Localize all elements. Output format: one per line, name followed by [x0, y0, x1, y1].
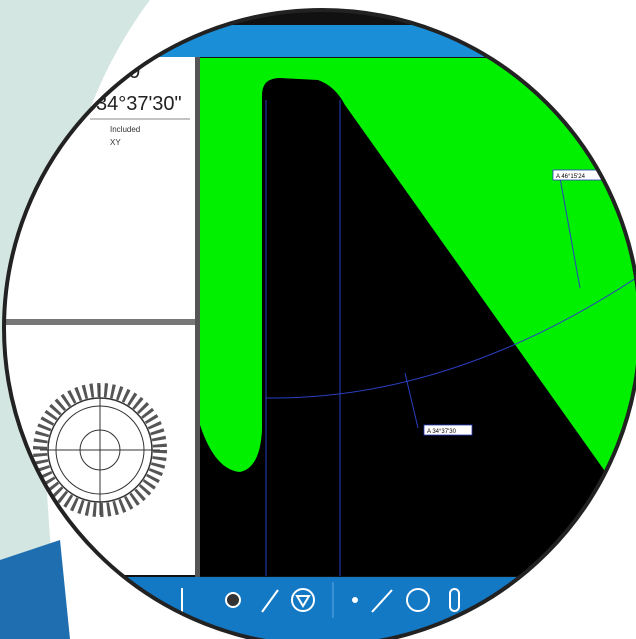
lens-edge	[2, 8, 636, 639]
background-screen-edge	[0, 540, 70, 639]
toolbar	[4, 577, 636, 639]
part-silhouette	[200, 78, 636, 576]
background-wall	[0, 0, 150, 639]
toolbar-icons	[181, 582, 460, 618]
panel-divider	[4, 319, 195, 325]
plane: XY	[110, 138, 121, 147]
view-border	[195, 57, 200, 577]
gear-preview	[33, 383, 167, 517]
dimension-label: A 46°15'24	[556, 174, 586, 180]
angle-value: 34°37'30"	[96, 93, 182, 115]
mode: Included	[110, 125, 140, 134]
dimension-box	[423, 424, 473, 436]
measure-overlay	[265, 100, 636, 576]
dimension-label: A 34°37'30	[427, 429, 457, 435]
